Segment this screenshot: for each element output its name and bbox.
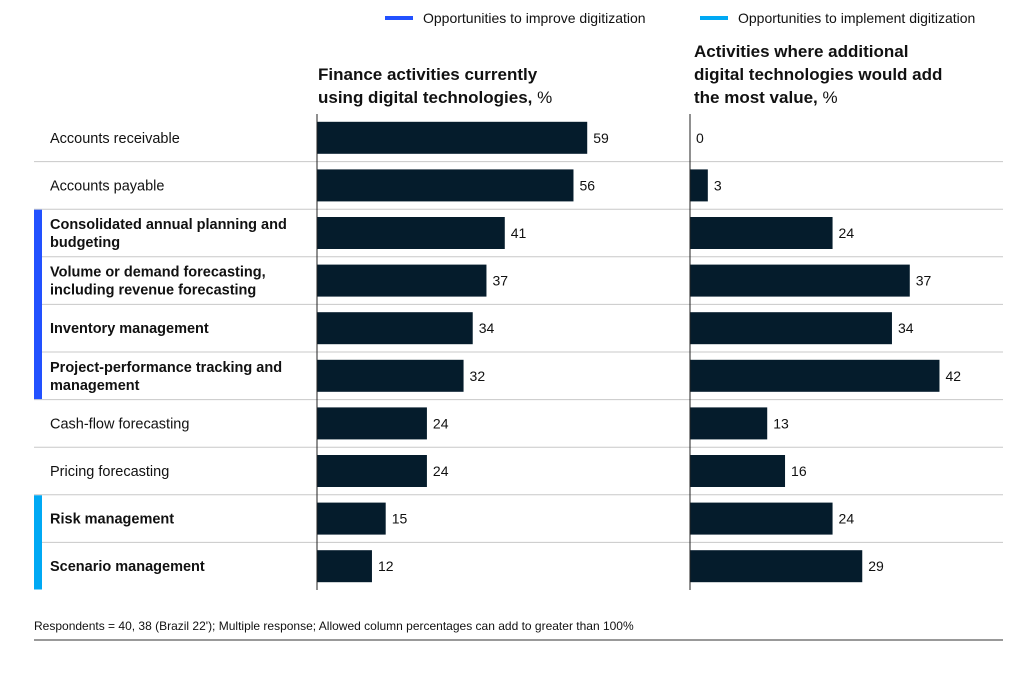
legend-swatch-1 (385, 16, 413, 20)
category-label: budgeting (50, 235, 120, 251)
value-label-s2-2: 3 (714, 177, 722, 193)
bar-s1-6 (317, 359, 464, 392)
category-label: Consolidated annual planning and (50, 217, 287, 233)
bar-s1-10 (317, 550, 372, 583)
value-label-s2-7: 13 (773, 415, 789, 431)
value-label-s2-8: 16 (791, 463, 807, 479)
value-label-s2-4: 37 (916, 273, 932, 289)
bar-s1-9 (317, 502, 386, 535)
bar-s2-4 (690, 264, 910, 297)
panel-title-1-line-2: using digital technologies, % (318, 88, 552, 107)
bar-s2-8 (690, 455, 786, 487)
category-label: including revenue forecasting (50, 283, 256, 299)
bar-s1-2 (317, 169, 574, 202)
group-marker-improve (34, 209, 42, 400)
value-label-s1-8: 24 (433, 463, 449, 479)
value-label-s2-6: 42 (945, 368, 961, 384)
panel-title-2-line-1: Activities where additional (694, 42, 908, 61)
category-label: Pricing forecasting (50, 464, 169, 480)
category-label: Volume or demand forecasting, (50, 265, 266, 281)
bar-s1-1 (317, 121, 588, 154)
value-label-s1-9: 15 (392, 511, 408, 527)
category-label: Risk management (50, 512, 174, 528)
panel-title-2-line-2: digital technologies would add (694, 65, 942, 84)
bar-s2-3 (690, 217, 833, 249)
bar-s2-10 (690, 550, 863, 583)
value-label-s1-4: 37 (492, 273, 508, 289)
category-label: Cash-flow forecasting (50, 416, 189, 432)
bar-s2-6 (690, 359, 940, 392)
legend-label-1: Opportunities to improve digitization (423, 10, 646, 26)
category-label: management (50, 378, 140, 394)
value-label-s2-10: 29 (868, 558, 884, 574)
category-label: Project-performance tracking and (50, 360, 282, 376)
footnote: Respondents = 40, 38 (Brazil 22'); Multi… (34, 619, 634, 633)
value-label-s2-1: 0 (696, 130, 704, 146)
value-label-s1-2: 56 (579, 177, 595, 193)
bar-s1-5 (317, 312, 473, 345)
value-label-s1-5: 34 (479, 320, 495, 336)
value-label-s2-3: 24 (839, 225, 855, 241)
bar-s1-4 (317, 264, 487, 297)
category-label: Scenario management (50, 559, 205, 575)
value-label-s1-6: 32 (470, 368, 486, 384)
value-label-s2-9: 24 (839, 511, 855, 527)
bar-s2-2 (690, 169, 708, 202)
bar-s1-8 (317, 455, 427, 487)
category-label: Accounts payable (50, 178, 164, 194)
legend-label-2: Opportunities to implement digitization (738, 10, 975, 26)
bar-s1-7 (317, 407, 427, 440)
category-label: Inventory management (50, 321, 209, 337)
category-label: Accounts receivable (50, 131, 180, 147)
group-marker-implement (34, 495, 42, 590)
panel-title-2-line-3: the most value, % (694, 88, 838, 107)
value-label-s1-10: 12 (378, 558, 394, 574)
legend-swatch-2 (700, 16, 728, 20)
value-label-s2-5: 34 (898, 320, 914, 336)
value-label-s1-7: 24 (433, 415, 449, 431)
panel-title-1-line-1: Finance activities currently (318, 65, 538, 84)
value-label-s1-3: 41 (511, 225, 527, 241)
bar-s2-5 (690, 312, 892, 345)
value-label-s1-1: 59 (593, 130, 609, 146)
bar-s2-9 (690, 502, 833, 535)
bar-s2-7 (690, 407, 768, 440)
bar-s1-3 (317, 217, 505, 249)
